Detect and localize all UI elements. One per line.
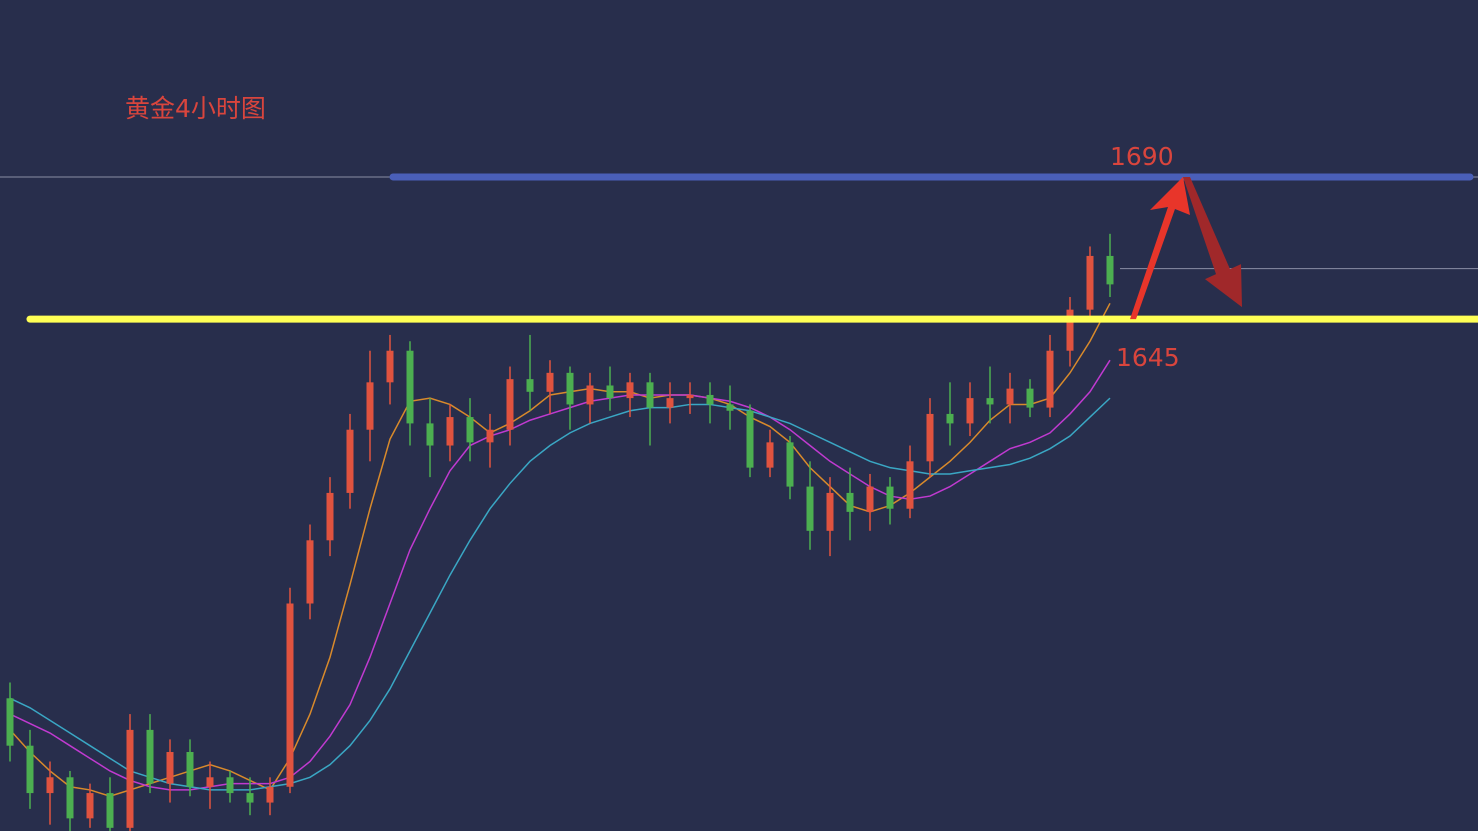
candle-body — [646, 382, 654, 408]
candle-body — [1086, 255, 1094, 310]
candle-body — [1006, 388, 1014, 405]
candle-body — [166, 752, 174, 784]
candle-body — [586, 385, 594, 405]
candle-body — [746, 410, 754, 468]
candle-body — [626, 382, 634, 399]
candle-body — [886, 486, 894, 509]
candle-body — [926, 413, 934, 462]
candle-body — [1066, 309, 1074, 351]
candle-body — [666, 398, 674, 408]
candle-body — [86, 793, 94, 819]
candle-body — [806, 486, 814, 531]
candle-body — [526, 379, 534, 392]
candle-body — [66, 777, 74, 819]
candle-body — [106, 793, 114, 828]
candle-body — [406, 350, 414, 424]
moving-average — [9, 359, 1111, 791]
candle-body — [986, 398, 994, 405]
candle-body — [1026, 388, 1034, 408]
candle-body — [486, 429, 494, 443]
candle-body — [706, 394, 714, 405]
moving-average — [9, 397, 1111, 791]
candle-body — [46, 777, 54, 794]
candle-body — [866, 486, 874, 512]
candle-body — [766, 442, 774, 468]
candle-body — [546, 372, 554, 392]
candle-body — [506, 379, 514, 430]
candle-body — [446, 417, 454, 446]
candle-body — [466, 417, 474, 443]
moving-average — [9, 302, 1111, 798]
candle-body — [186, 752, 194, 787]
arrow-up — [1130, 176, 1190, 320]
candle-body — [906, 461, 914, 509]
candle-body — [606, 385, 614, 399]
candle-body — [126, 729, 134, 828]
candle-body — [266, 786, 274, 803]
candle-body — [1106, 255, 1114, 285]
level-label: 1645 — [1116, 343, 1180, 372]
candle-body — [786, 442, 794, 487]
candle-body — [146, 729, 154, 784]
candle-body — [386, 350, 394, 383]
candle-body — [826, 492, 834, 531]
candle-body — [306, 540, 314, 604]
candle-body — [26, 745, 34, 794]
candle-body — [686, 394, 694, 399]
candle-body — [246, 793, 254, 803]
candle-body — [566, 372, 574, 405]
candle-body — [226, 777, 234, 794]
candle-body — [206, 777, 214, 787]
candle-body — [966, 398, 974, 424]
candle-body — [366, 382, 374, 430]
candle-body — [946, 413, 954, 424]
candle-body — [286, 603, 294, 787]
candle-body — [726, 404, 734, 411]
chart-title: 黄金4小时图 — [125, 94, 266, 123]
candle-body — [6, 698, 14, 746]
level-label: 1690 — [1110, 142, 1174, 171]
candle-body — [846, 492, 854, 512]
candle-body — [346, 429, 354, 493]
arrow-down — [1183, 176, 1242, 308]
candle-body — [326, 492, 334, 541]
candle-body — [1046, 350, 1054, 408]
candle-body — [426, 423, 434, 446]
